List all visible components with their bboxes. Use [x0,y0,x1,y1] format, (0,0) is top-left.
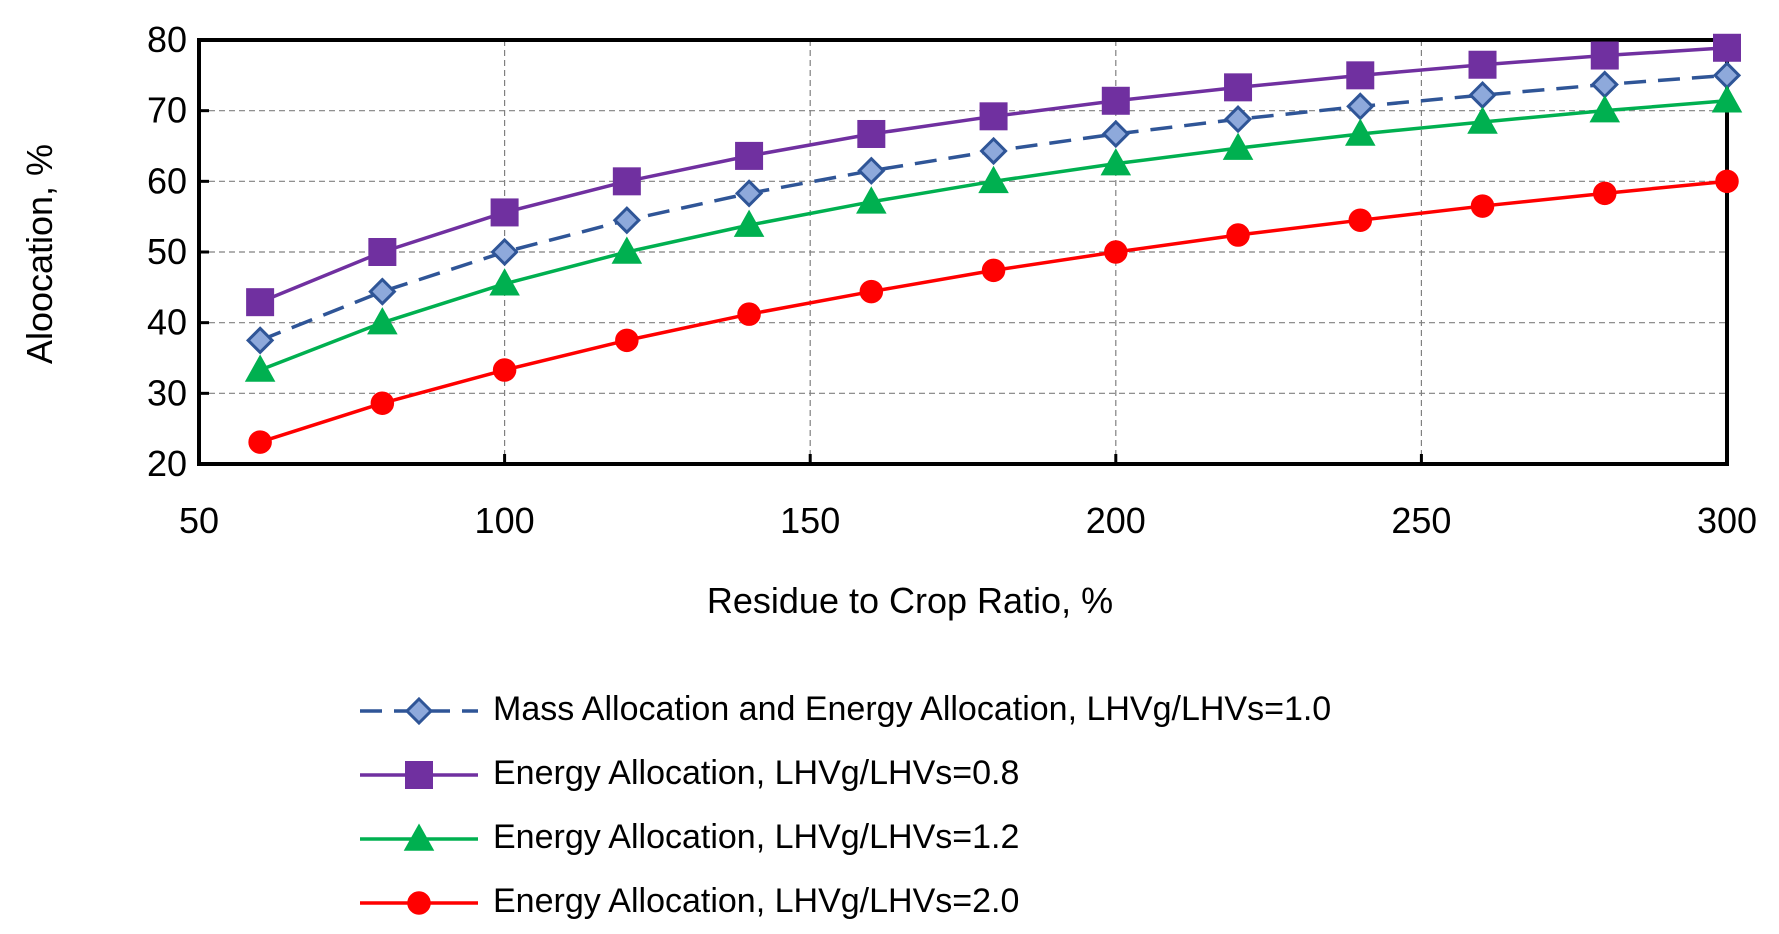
data-point [1590,70,1619,99]
data-point [1713,33,1741,62]
series-0 [245,61,1742,355]
data-point [1345,118,1376,146]
data-point [1101,119,1130,149]
legend-item-energy-1-2: Energy Allocation, LHVg/LHVs=1.2 [360,818,1019,856]
legend-marker-symbol [403,823,435,851]
data-point [490,237,519,267]
data-point [367,307,398,335]
tick-labels: 50 100 150 200 250 300 20 30 40 50 60 70 80 [147,19,1757,541]
data-point [248,430,272,454]
legend-item-energy-0-8: Energy Allocation, LHVg/LHVs=0.8 [360,754,1019,792]
series-2 [244,85,1743,382]
data-point [1223,105,1253,134]
data-point [979,136,1008,166]
data-point [1589,95,1621,123]
y-tick-label: 70 [147,90,187,131]
data-point [856,186,887,214]
x-tick-label: 100 [475,500,535,541]
data-point [615,328,639,353]
y-axis-title: Aloocation, % [19,144,60,364]
data-point [1104,240,1128,264]
series-1 [246,33,1741,317]
legend-label: Energy Allocation, LHVg/LHVs=1.2 [493,818,1019,856]
data-point [489,268,520,296]
axes [197,38,1729,466]
x-tick-label: 50 [179,500,219,541]
x-tick-label: 200 [1086,500,1146,541]
data-point [981,258,1006,283]
data-point [1715,169,1739,194]
data-point [1590,41,1619,70]
x-tick-label: 250 [1391,500,1451,541]
data-point [611,236,643,264]
data-point [1711,85,1743,113]
data-point [1346,92,1375,121]
legend-marker-symbol [405,761,433,789]
data-point [979,102,1008,131]
data-point [978,165,1009,194]
data-point [1712,61,1742,90]
y-tick-label: 40 [147,302,187,343]
series-3 [248,169,1739,454]
data-point [370,391,395,415]
y-tick-label: 50 [147,231,187,272]
y-tick-label: 80 [147,19,187,60]
legend-label: Energy Allocation, LHVg/LHVs=2.0 [493,882,1019,920]
data-point [859,279,884,304]
data-point [1468,50,1497,79]
data-point [857,156,886,185]
data-point [857,119,886,148]
series-lines [244,33,1743,454]
y-tick-label: 30 [147,372,187,413]
data-point [1101,86,1130,115]
data-point [1593,181,1617,206]
legend-marker-symbol [407,891,431,915]
data-point [246,288,275,317]
data-point [1470,194,1495,218]
y-tick-label: 20 [147,443,187,484]
data-point [1348,208,1373,232]
data-point [244,354,276,382]
data-point [737,302,761,326]
x-tick-label: 150 [780,500,840,541]
x-tick-label: 300 [1697,500,1757,541]
data-point [612,167,641,196]
data-point [734,179,764,208]
legend-label: Energy Allocation, LHVg/LHVs=0.8 [493,754,1019,792]
data-point [612,206,641,235]
data-point [735,141,764,170]
legend-label: Mass Allocation and Energy Allocation, L… [493,690,1331,728]
y-tick-label: 60 [147,160,187,201]
data-point [1467,106,1498,134]
gridlines [199,40,1727,464]
data-point [490,198,519,227]
legend-item-energy-2-0: Energy Allocation, LHVg/LHVs=2.0 [360,882,1019,920]
data-point [492,358,517,382]
data-point [1222,132,1254,160]
data-point [1346,61,1375,90]
data-point [1468,80,1497,110]
data-point [1226,223,1250,247]
legend-marker-symbol [404,696,434,726]
data-point [1100,148,1132,176]
data-point [245,326,275,355]
legend-item-mass-energy-1-0: Mass Allocation and Energy Allocation, L… [360,690,1331,728]
data-point [733,209,765,237]
x-axis-title: Residue to Crop Ratio, % [707,580,1113,621]
data-point [368,277,397,306]
legend: Mass Allocation and Energy Allocation, L… [360,690,1331,920]
data-point [1224,73,1253,102]
data-point [368,238,397,266]
